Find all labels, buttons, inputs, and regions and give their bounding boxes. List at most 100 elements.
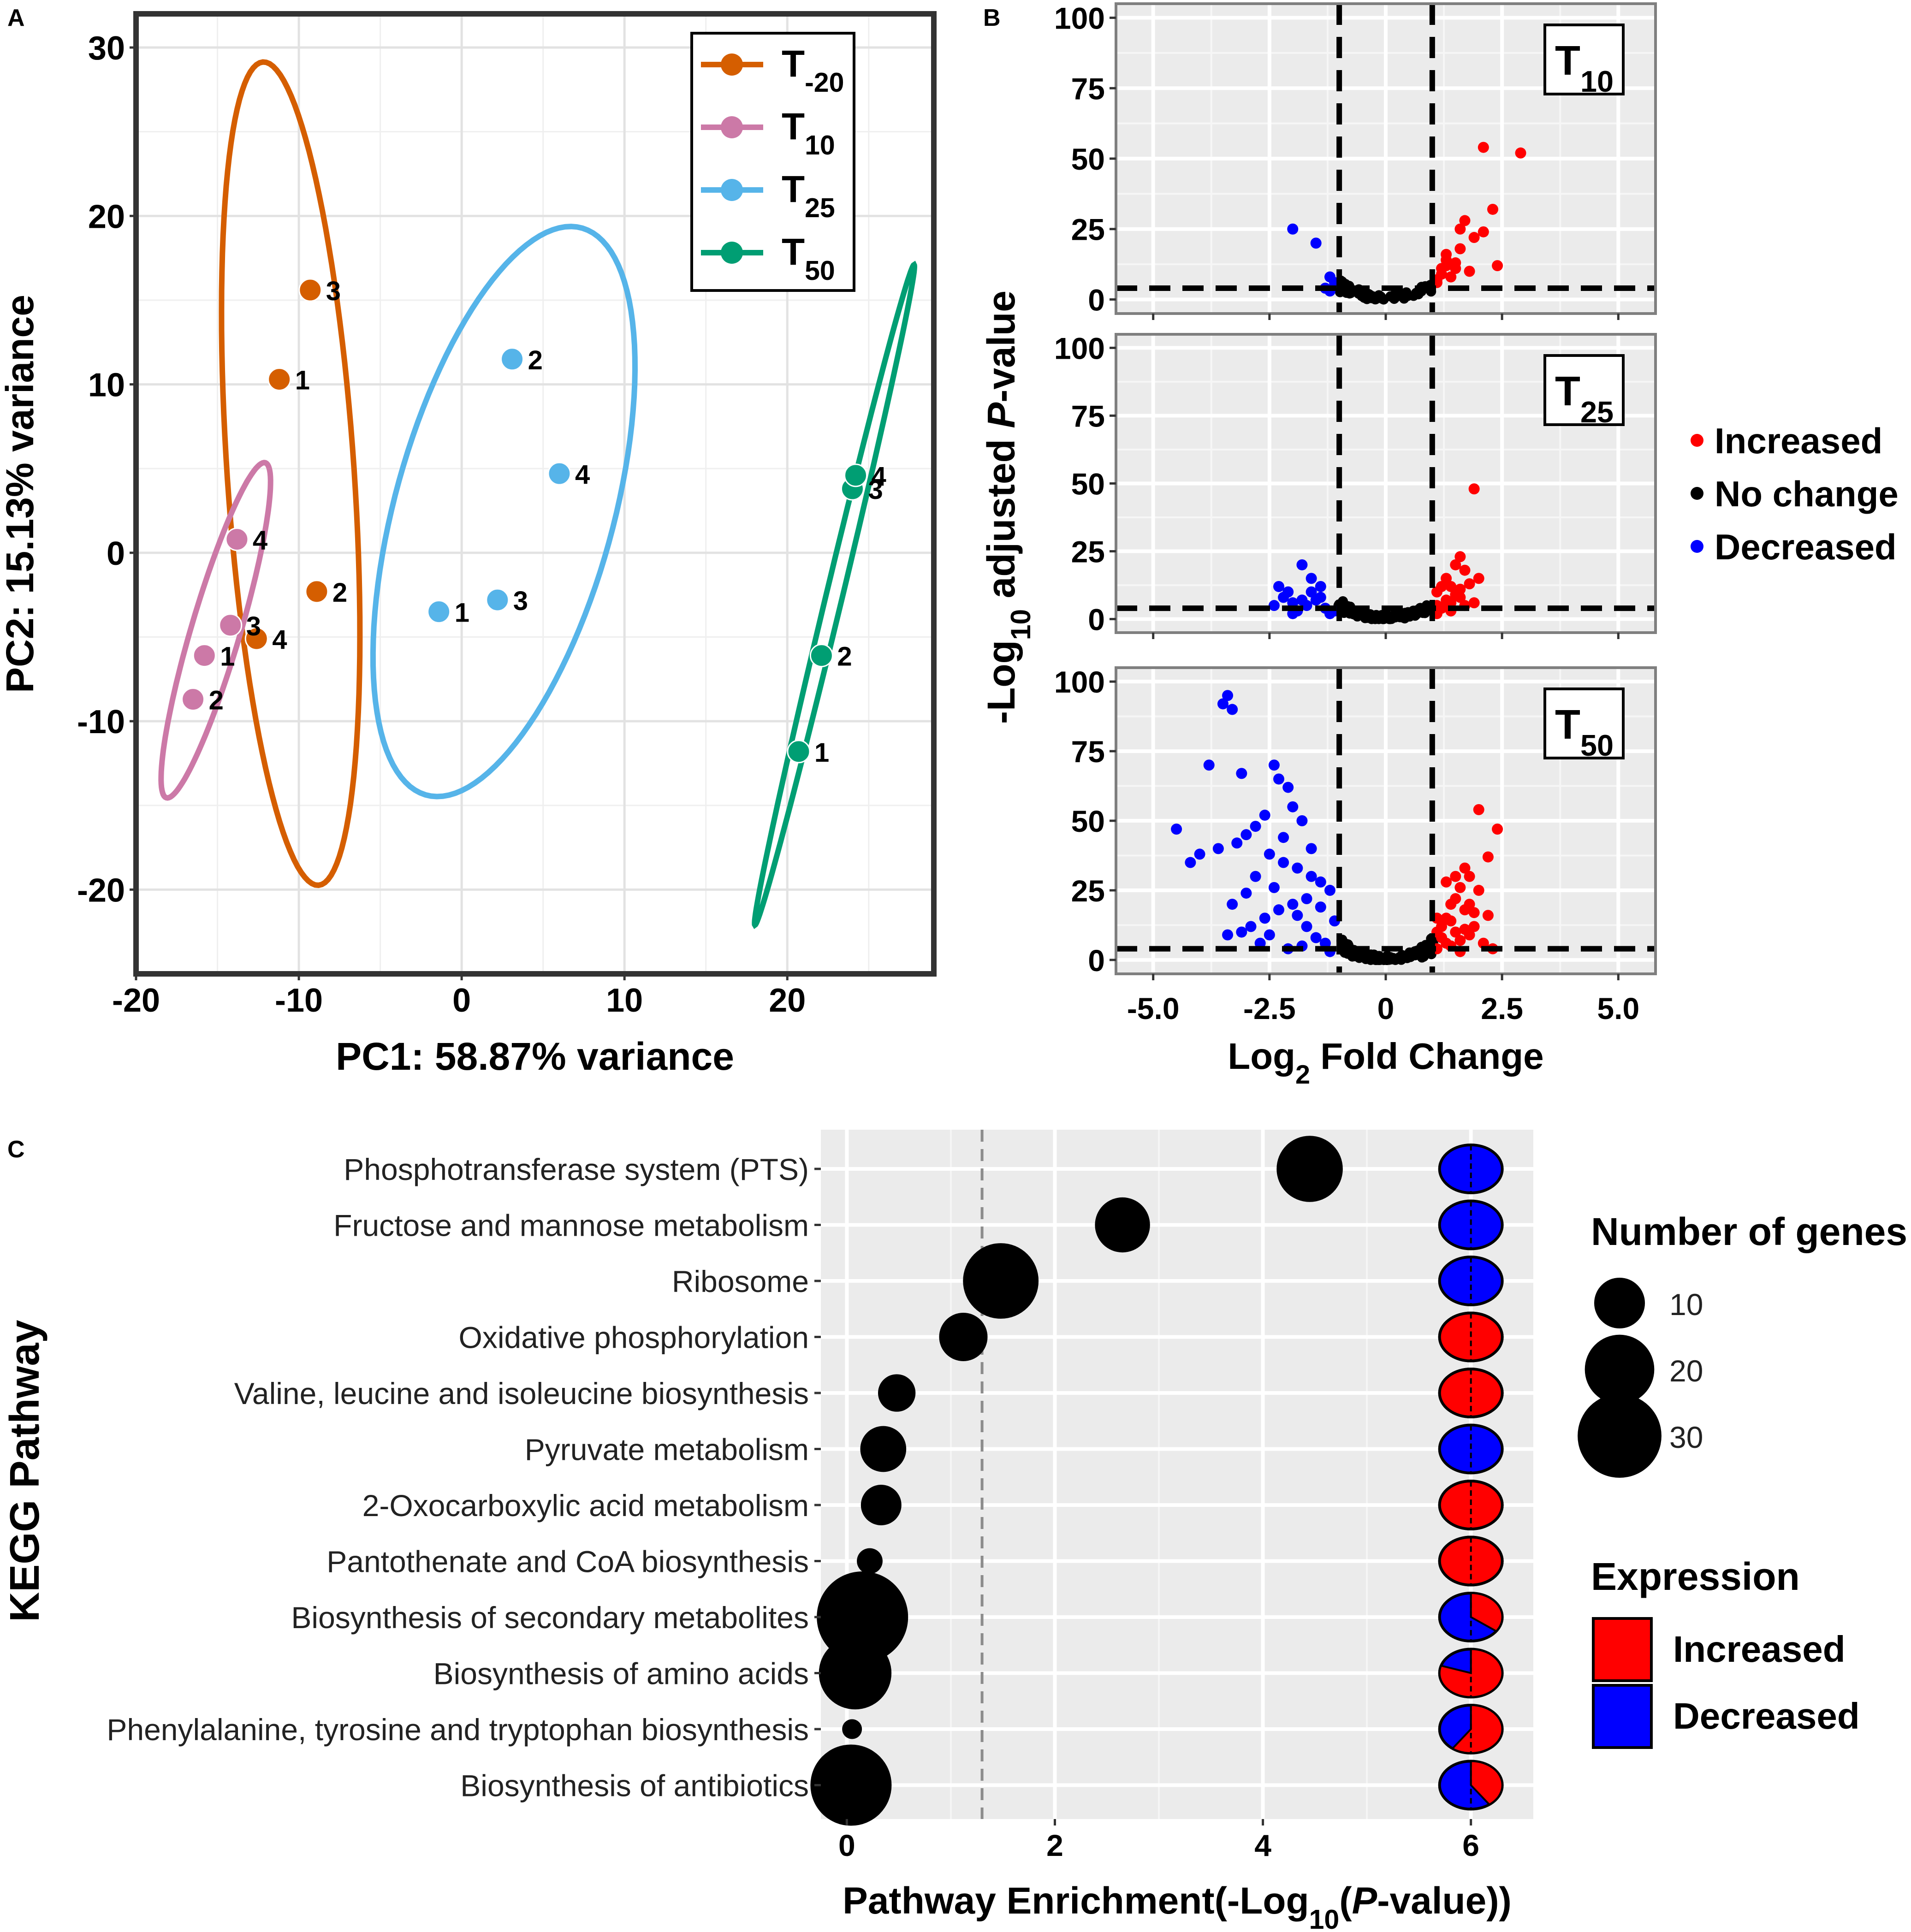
tick-label-b-y-0: 0 [1088,603,1105,637]
point-label-a-s3-p3: 4 [872,462,886,492]
tick-label-a-x-4: 20 [769,982,806,1019]
enrichment-dot-7 [857,1548,883,1574]
volcano-point-increased-14 [1454,223,1466,235]
legend-c-size-dot-2 [1578,1394,1662,1478]
volcano-point-increased-23 [1454,935,1466,946]
panel-label-c: C [7,1136,25,1163]
axis-title-b-y: -Log10 adjusted P-value [979,290,1036,724]
legend-a-marker-0 [721,53,743,76]
point-label-a-s0-p3: 4 [272,625,287,655]
volcano-point-nochange [1363,612,1374,622]
volcano-point-decreased-37 [1292,910,1303,921]
tick-label-b-y-2: 50 [1071,142,1105,176]
point-label-a-s0-p1: 2 [332,578,347,608]
volcano-point-nochange [1385,291,1396,302]
legend-a-box [690,32,855,292]
legend-a-label-1: T10 [782,106,835,160]
legend-c-expression-swatch-1 [1592,1684,1653,1749]
volcano-point-increased-16 [1436,268,1448,280]
tick-label-b-y-4: 100 [1054,1,1105,36]
volcano-point-decreased-15 [1296,594,1308,606]
point-a-s0-p0 [267,367,291,391]
legend-a-label-3-part-0: T [782,231,805,273]
axis-title-c-x-part-0: Pathway Enrichment(-Log [843,1880,1309,1922]
volcano-point-increased-1 [1492,824,1503,835]
volcano-point-decreased-29 [1236,926,1247,938]
ellipse-a-series-1 [158,460,273,801]
volcano-point-nochange [1407,948,1418,959]
volcano-point-nochange [1386,614,1397,624]
volcano-point-increased-9 [1464,266,1475,277]
axis-title-c-x-part-3: P [1352,1880,1377,1922]
point-a-s2-p2 [486,588,510,612]
axis-title-b-y-part-0: -Log [979,640,1023,724]
tick-label-a-y-2: 0 [107,535,125,572]
axis-title-a-y: PC2: 15.13% variance [0,295,42,693]
pathway-label-7: Pantothenate and CoA biosynthesis [326,1545,809,1579]
volcano-point-decreased-9 [1287,801,1299,812]
legend-c-expression-swatch-0 [1592,1617,1653,1682]
legend-a-marker-2 [721,179,743,201]
point-label-a-s0-p2: 3 [326,276,341,306]
axis-title-c-x: Pathway Enrichment(-Log10(P-value)) [843,1880,1512,1932]
legend-b-label-1: No change [1715,474,1899,514]
volcano-point-increased-1 [1454,551,1466,563]
tick-label-b-y-2: 50 [1071,467,1105,501]
legend-c-size-label-1: 20 [1669,1354,1703,1388]
volcano-point-decreased-34 [1254,937,1266,949]
volcano-point-decreased-19 [1278,857,1289,868]
volcano-point-increased-27 [1464,899,1475,910]
volcano-point-decreased-2 [1227,704,1238,715]
axis-title-b-y-part-2: adjusted [979,428,1023,609]
volcano-point-decreased-41 [1306,843,1317,854]
tick-label-a-y-1: -10 [77,704,125,741]
volcano-point-increased-19 [1454,583,1466,595]
plot-c-background [821,1130,1533,1819]
volcano-point-decreased-40 [1240,887,1252,899]
tick-label-b-y-1: 25 [1071,535,1105,569]
point-label-a-s1-p3: 4 [253,526,267,556]
legend-c-size-title: Number of genes [1591,1210,1907,1253]
tick-label-b-x-4: 5.0 [1597,991,1639,1025]
panel-label-b: B [983,5,1001,31]
point-a-s0-p3 [244,627,268,651]
volcano-point-nochange [1377,294,1388,304]
tick-label-b-y-3: 75 [1071,735,1105,769]
volcano-point-increased-1 [1515,147,1526,159]
enrichment-dot-6 [861,1485,902,1525]
volcano-point-nochange [1390,954,1401,965]
volcano-point-decreased-23 [1324,884,1335,896]
legend-a-label-0-part-1: -20 [805,67,844,98]
volcano-point-decreased-13 [1306,586,1317,598]
enrichment-dot-8 [817,1571,908,1663]
tick-label-a-y-0: -20 [77,872,125,909]
volcano-point-increased-4 [1478,226,1489,237]
volcano-point-decreased-16 [1194,848,1205,860]
enrichment-dot-2 [963,1243,1039,1319]
volcano-point-decreased-47 [1301,921,1312,932]
volcano-point-decreased-9 [1310,594,1322,606]
axis-title-a-x: PC1: 58.87% variance [336,1035,734,1078]
volcano-point-decreased-12 [1250,821,1261,832]
volcano-point-decreased-26 [1273,904,1285,916]
ellipse-a-series-3 [752,261,918,929]
volcano-point-nochange [1413,289,1424,300]
volcano-point-decreased-1 [1217,698,1228,710]
volcano-point-nochange [1399,290,1409,300]
point-a-s3-p0 [787,740,811,764]
legend-b-marker-1 [1691,487,1703,500]
tick-label-c-x-1: 2 [1046,1828,1063,1862]
point-a-s2-p3 [547,462,571,486]
volcano-point-increased-0 [1478,142,1489,153]
volcano-point-increased-2 [1459,564,1471,576]
volcano-point-decreased-24 [1301,893,1312,905]
pathway-label-9: Biosynthesis of amino acids [433,1657,809,1691]
legend-c-expression-label-0: Increased [1673,1629,1846,1670]
volcano-point-decreased-20 [1292,862,1303,874]
legend-c-expression-title: Expression [1591,1555,1800,1598]
axis-title-b-x-part-0: Log [1228,1036,1295,1077]
expression-pie-increased-11 [1470,1760,1503,1806]
